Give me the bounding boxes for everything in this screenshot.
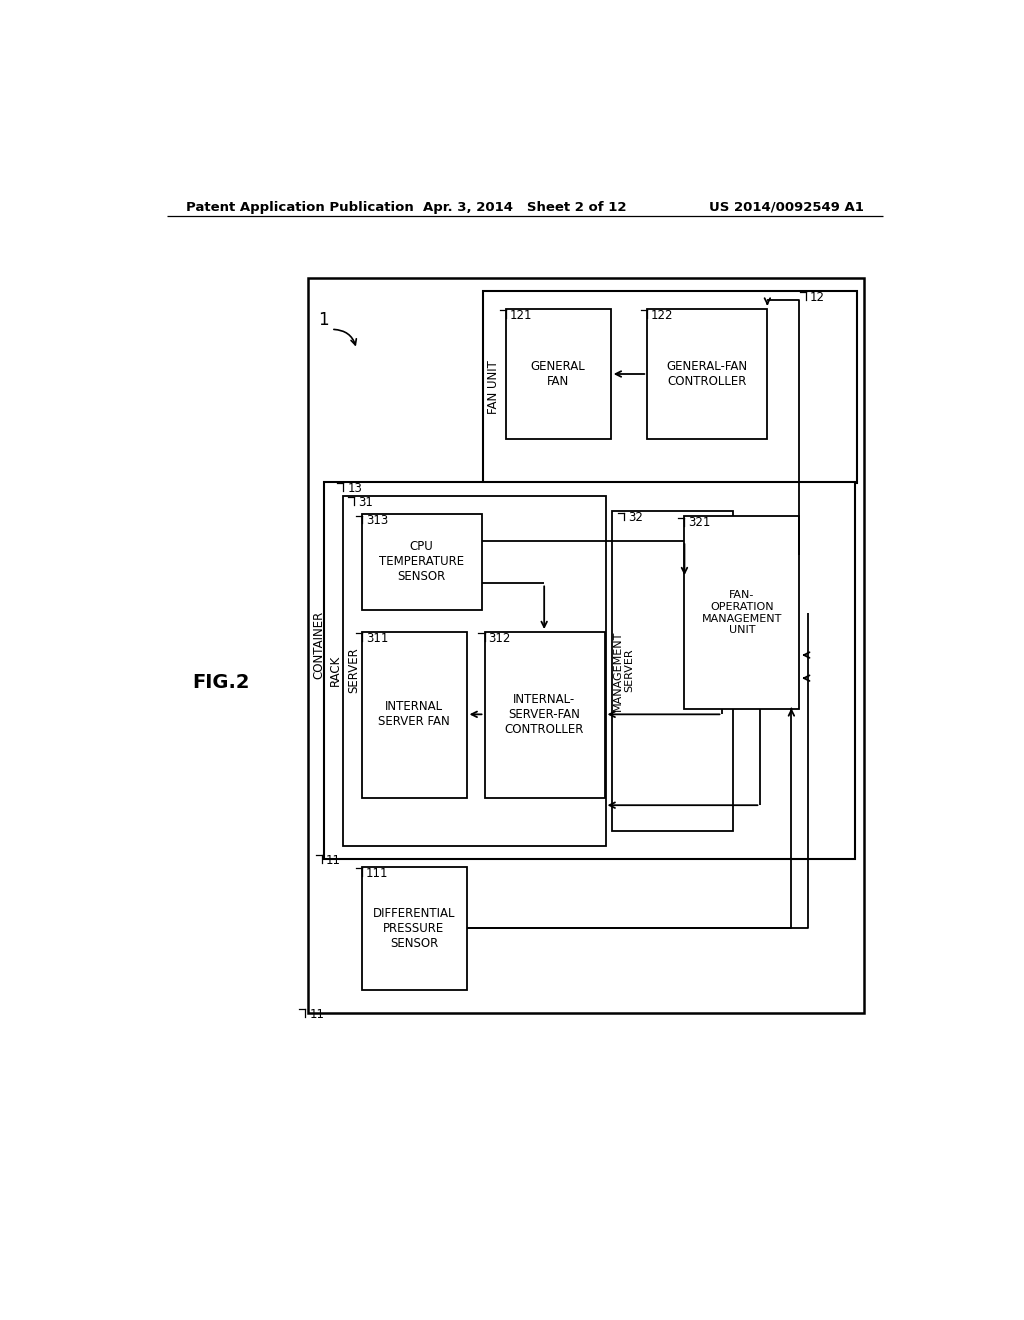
Bar [612, 511, 732, 830]
Text: Apr. 3, 2014   Sheet 2 of 12: Apr. 3, 2014 Sheet 2 of 12 [423, 201, 627, 214]
Text: GENERAL-FAN
CONTROLLER: GENERAL-FAN CONTROLLER [667, 360, 748, 388]
Bar [362, 515, 482, 610]
Bar [343, 496, 606, 846]
Text: 122: 122 [651, 309, 674, 322]
Text: 13: 13 [347, 482, 362, 495]
Text: MANAGEMENT
SERVER: MANAGEMENT SERVER [612, 630, 634, 710]
Text: 321: 321 [688, 516, 711, 529]
Bar [362, 632, 467, 797]
Text: 313: 313 [366, 515, 388, 527]
Text: CONTAINER: CONTAINER [312, 611, 326, 680]
Text: 111: 111 [366, 867, 388, 880]
Text: 311: 311 [366, 632, 388, 645]
Bar [362, 867, 467, 990]
Bar [506, 309, 611, 440]
Text: DIFFERENTIAL
PRESSURE
SENSOR: DIFFERENTIAL PRESSURE SENSOR [373, 907, 456, 950]
Text: GENERAL
FAN: GENERAL FAN [530, 360, 586, 388]
Text: CPU
TEMPERATURE
SENSOR: CPU TEMPERATURE SENSOR [379, 540, 464, 583]
Text: 121: 121 [510, 309, 532, 322]
Text: FAN UNIT: FAN UNIT [487, 360, 501, 414]
Text: SERVER: SERVER [347, 648, 360, 693]
Text: FIG.2: FIG.2 [193, 672, 250, 692]
Text: Patent Application Publication: Patent Application Publication [186, 201, 414, 214]
Bar [308, 277, 864, 1014]
Bar [484, 632, 604, 797]
Text: INTERNAL-
SERVER-FAN
CONTROLLER: INTERNAL- SERVER-FAN CONTROLLER [505, 693, 584, 735]
Text: INTERNAL
SERVER FAN: INTERNAL SERVER FAN [378, 701, 450, 729]
Text: 12: 12 [810, 290, 825, 304]
Text: FAN-
OPERATION
MANAGEMENT
UNIT: FAN- OPERATION MANAGEMENT UNIT [701, 590, 782, 635]
Text: 312: 312 [488, 632, 511, 645]
Text: RACK: RACK [329, 655, 341, 686]
Bar [483, 290, 856, 483]
Text: 11: 11 [326, 854, 341, 867]
Bar [647, 309, 767, 440]
Bar [324, 482, 855, 859]
Text: 31: 31 [358, 496, 373, 508]
Text: 11: 11 [309, 1007, 325, 1020]
Text: 32: 32 [628, 511, 643, 524]
Text: US 2014/0092549 A1: US 2014/0092549 A1 [710, 201, 864, 214]
Text: 1: 1 [318, 312, 329, 329]
Bar [684, 516, 799, 709]
